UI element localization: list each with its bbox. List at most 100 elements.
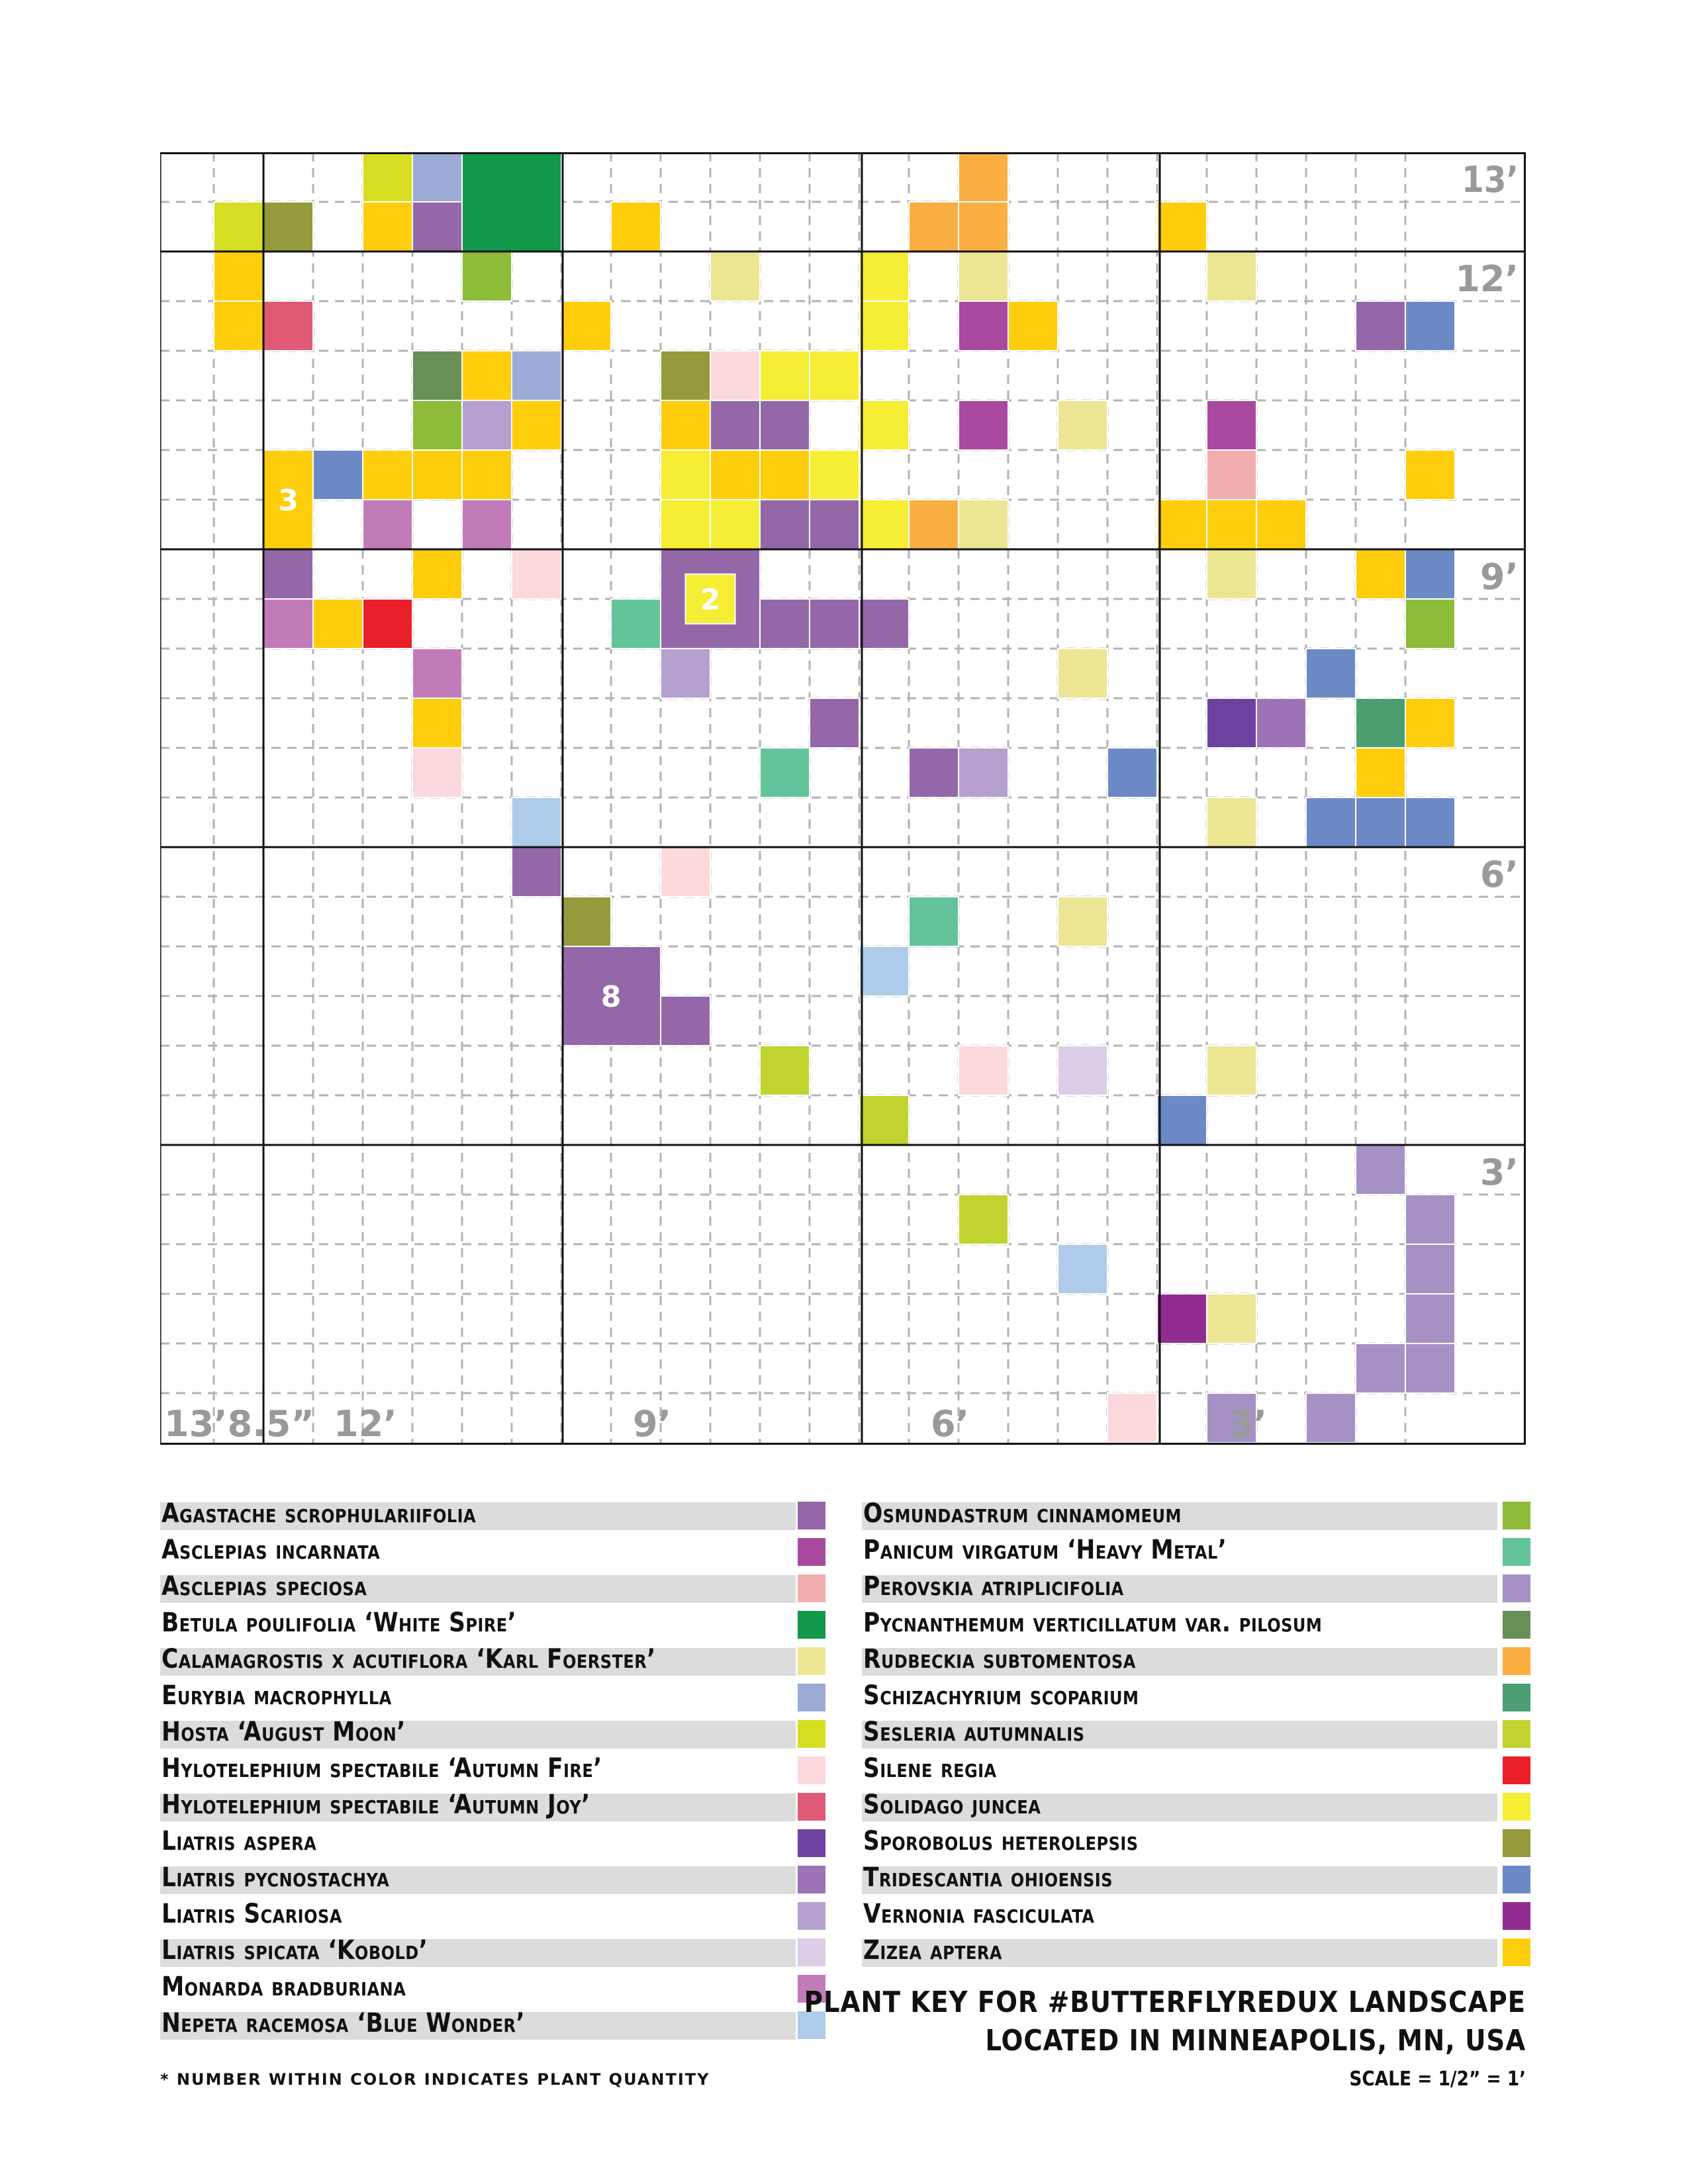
legend-row-band [862, 1794, 1497, 1821]
plant-cell-agastache [511, 846, 562, 897]
plant-cell-hylo_joy [263, 300, 314, 351]
right-label-3ft: 3’ [1480, 1152, 1519, 1193]
plant-cell-tradescantia [1156, 1095, 1207, 1146]
legend-row-band [862, 1502, 1497, 1530]
legend-plant-name: Hylotelephium spectabile ‘Autumn Joy’ [162, 1790, 590, 1820]
legend-row-band [160, 1648, 796, 1676]
plant-cell-zizea [1355, 747, 1406, 798]
legend-plant-name: Tridescantia ohioensis [863, 1862, 1113, 1893]
legend-row: Solidago juncea [862, 1788, 1530, 1825]
legend-color-swatch [798, 1574, 825, 1602]
plant-cell-hylo_fire [660, 846, 711, 897]
legend-plant-name: Silene regia [863, 1753, 997, 1784]
plant-cell-monarda [461, 499, 512, 550]
plant-cell-lia_scariosa [958, 747, 1009, 798]
legend-plant-name: Liatris pycnostachya [162, 1862, 390, 1893]
plant-cell-hylo_fire [1107, 1392, 1158, 1443]
legend-row-band [160, 1866, 796, 1894]
legend-color-swatch [798, 1938, 825, 1966]
legend-color-swatch [1503, 1611, 1530, 1639]
plant-cell-sesleria [859, 1095, 910, 1146]
legend-row: Osmundastrum cinnamomeum [862, 1497, 1530, 1533]
legend-row: Hylotelephium spectabile ‘Autumn Fire’ [160, 1752, 832, 1788]
plant-cell-silene [362, 598, 413, 649]
legend-color-swatch [798, 1902, 825, 1930]
plant-cell-zizea [213, 251, 264, 302]
plant-cell-perovskia [1206, 1392, 1257, 1443]
legend-row-band [862, 1866, 1497, 1894]
plant-cell-perovskia [1405, 1244, 1456, 1295]
legend-plant-name: Calamagrostis x acutiflora ‘Karl Foerste… [162, 1644, 656, 1674]
plant-cell-asc_incarnata [958, 300, 1009, 351]
plant-cell-hylo_fire [412, 747, 463, 798]
plant-quantity-label: 3 [278, 484, 299, 518]
plant-cell-agastache [660, 995, 711, 1046]
plant-cell-hosta [362, 152, 413, 203]
plant-cell-hylo_fire [958, 1045, 1009, 1096]
plant-cell-lia_aspera [1206, 698, 1257, 749]
plant-cell-tradescantia [1405, 300, 1456, 351]
legend-plant-name: Panicum virgatum ‘Heavy Metal’ [863, 1535, 1227, 1565]
legend-row: Asclepias incarnata [160, 1533, 832, 1570]
legend-plant-name: Hosta ‘August Moon’ [162, 1717, 406, 1747]
legend-row: Nepeta racemosa ‘Blue Wonder’ [160, 2007, 832, 2043]
plant-cell-osmund [1405, 598, 1456, 649]
plant-cell-asc_speciosa [1206, 449, 1257, 500]
scale-note: SCALE = 1/2” = 1’ [1349, 2068, 1526, 2091]
legend-row: Vernonia fasciculata [862, 1897, 1530, 1934]
legend-row-band [862, 1939, 1497, 1967]
plant-cell-nepeta [511, 797, 562, 848]
plant-cell-zizea [461, 350, 512, 401]
plant-cell-tradescantia [312, 449, 363, 500]
legend-plant-name: Liatris Scariosa [162, 1899, 342, 1929]
plant-cell-calamagrostis [1206, 1045, 1257, 1096]
plant-cell-tradescantia [1305, 648, 1356, 699]
plant-cell-zizea [1405, 449, 1456, 500]
plant-cell-calamagrostis [958, 499, 1009, 550]
legend-plant-name: Rudbeckia subtomentosa [863, 1644, 1136, 1674]
plant-cell-solidago [759, 350, 810, 401]
plant-cell-asc_incarnata [1206, 400, 1257, 451]
plant-cell-pycnanth [412, 350, 463, 401]
plant-cell-perovskia [1405, 1194, 1456, 1245]
plant-key-left-column: Agastache scrophulariifolia Asclepias inc… [160, 1497, 832, 2043]
legend-color-swatch [798, 1538, 825, 1566]
legend-row-band [862, 1721, 1497, 1749]
plant-quantity-label: 8 [601, 980, 622, 1014]
legend-color-swatch [1503, 1829, 1530, 1857]
plant-cell-sesleria [759, 1045, 810, 1096]
plant-cell-perovskia [1405, 1343, 1456, 1394]
plant-cell-agastache [759, 499, 810, 550]
plant-cell-perovskia [1355, 1144, 1406, 1195]
plant-cell-zizea [561, 300, 612, 351]
plant-cell-zizea [511, 400, 562, 451]
plant-cell-zizea [362, 201, 413, 252]
bottom-label-9ft: 9’ [633, 1403, 671, 1445]
plant-key-title: PLANT KEY FOR #BUTTERFLYREDUX LANDSCAPE [804, 1985, 1526, 2019]
legend-row: Rudbeckia subtomentosa [862, 1643, 1530, 1679]
right-label-12ft: 12’ [1455, 258, 1519, 300]
plant-cell-monarda [412, 648, 463, 699]
legend-row: Liatris pycnostachya [160, 1861, 832, 1897]
legend-plant-name: Asclepias incarnata [162, 1535, 381, 1565]
bottom-label-13ft85: 13’8.5” [164, 1403, 314, 1445]
legend-color-swatch [1503, 1902, 1530, 1930]
legend-color-swatch [798, 1975, 825, 2003]
plant-cell-lia_kobold [1057, 1045, 1108, 1096]
plant-cell-schizach [1355, 698, 1406, 749]
plant-cell-nepeta [859, 946, 910, 997]
plant-cell-zizea [1008, 300, 1058, 351]
plant-cell-panicum [610, 598, 661, 649]
legend-plant-name: Monarda bradburiana [162, 1972, 406, 2002]
legend-plant-name: Pycnanthemum verticillatum var. pilosum [863, 1608, 1323, 1638]
legend-row: Sesleria autumnalis [862, 1715, 1530, 1752]
plant-cell-lia_pycno [1256, 698, 1307, 749]
major-gridlines [160, 152, 1526, 1445]
plant-cell-monarda [362, 499, 413, 550]
planting-plan-grid: 3 2 8 13’ 12’ 9’ 6’ 3’ 13’8.5” 12’ 9’ 6’ 3… [160, 152, 1526, 1445]
right-label-13ft: 13’ [1462, 159, 1519, 201]
plant-cell-panicum [908, 896, 959, 947]
plant-cell-zizea [412, 449, 463, 500]
legend-row: Betula poulifolia ‘White Spire’ [160, 1606, 832, 1643]
legend-color-swatch [798, 1756, 825, 1784]
